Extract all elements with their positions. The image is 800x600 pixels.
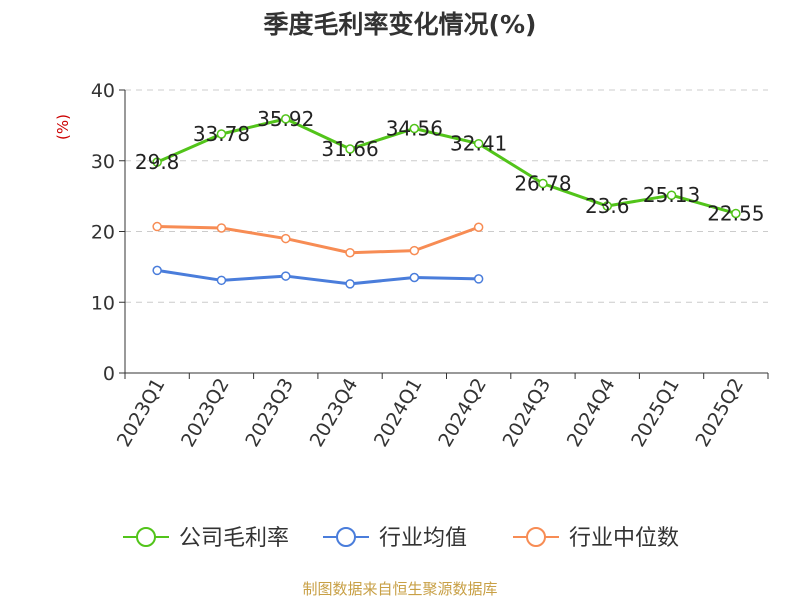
data-point [216, 275, 227, 286]
data-point [731, 208, 741, 219]
x-tick-label: 2023Q4 [306, 375, 363, 451]
data-label: 29.8 [135, 150, 180, 174]
data-point [281, 233, 291, 244]
data-point [409, 123, 420, 134]
legend-swatch-marker [136, 527, 156, 547]
chart-title: 季度毛利率变化情况(%) [264, 10, 537, 39]
x-tick-label: 2023Q3 [241, 375, 298, 451]
data-point [152, 265, 162, 276]
data-point [281, 114, 291, 124]
x-tick-label: 2023Q1 [113, 375, 170, 451]
x-tick-label: 2024Q1 [370, 375, 427, 451]
data-point [409, 272, 420, 283]
y-tick-label: 40 [91, 80, 115, 102]
data-point [152, 157, 162, 167]
data-label: 31.66 [321, 137, 378, 161]
legend-label: 行业中位数 [569, 526, 679, 551]
data-label: 33.78 [193, 122, 250, 146]
data-point [216, 129, 227, 139]
legend-label: 公司毛利率 [179, 526, 289, 551]
x-tick-label: 2024Q4 [563, 375, 620, 451]
data-point [216, 223, 227, 233]
y-tick-label: 30 [91, 151, 115, 173]
data-label: 25.13 [643, 183, 700, 207]
legend-label: 行业均值 [379, 526, 467, 551]
data-point [473, 138, 484, 149]
legend-swatch-marker [526, 527, 546, 547]
data-label: 22.55 [707, 201, 764, 225]
grid-lines [125, 89, 768, 303]
y-tick-label: 10 [91, 292, 115, 314]
data-label: 23.6 [585, 194, 630, 218]
data-point [281, 271, 291, 281]
series-line [156, 117, 737, 215]
data-label: 35.92 [257, 107, 314, 131]
data-label: 34.56 [386, 116, 443, 140]
data-point [345, 247, 355, 258]
data-point [409, 245, 420, 256]
series-layer: 29.8 33.78 35.92 31.66 34.56 32.41 26.78 23.6 25… [135, 107, 764, 289]
legend: 公司毛利率 行业均值 行业中位数 [123, 526, 679, 551]
y-axis-label: (%) [54, 114, 72, 140]
y-tick-label: 20 [91, 222, 115, 244]
data-point [152, 221, 162, 232]
series-line [156, 268, 479, 286]
source-footer: 制图数据来自恒生聚源数据库 [302, 580, 498, 598]
x-tick-label: 2025Q1 [627, 375, 684, 451]
data-point [345, 279, 355, 289]
x-tick-label: 2024Q2 [434, 375, 491, 451]
data-label: 32.41 [450, 132, 507, 156]
x-tick-label: 2025Q2 [691, 375, 748, 451]
data-point [345, 144, 355, 154]
data-point [666, 190, 677, 200]
x-tick-label: 2024Q3 [499, 375, 556, 451]
data-point [538, 178, 548, 189]
data-point [473, 274, 484, 284]
x-tick-label: 2023Q2 [177, 375, 234, 451]
data-point [473, 222, 484, 233]
data-point [602, 201, 612, 211]
series-line [157, 225, 480, 255]
y-tick-label: 0 [103, 363, 115, 385]
data-label: 26.78 [514, 172, 571, 196]
legend-swatch-marker [336, 527, 356, 547]
